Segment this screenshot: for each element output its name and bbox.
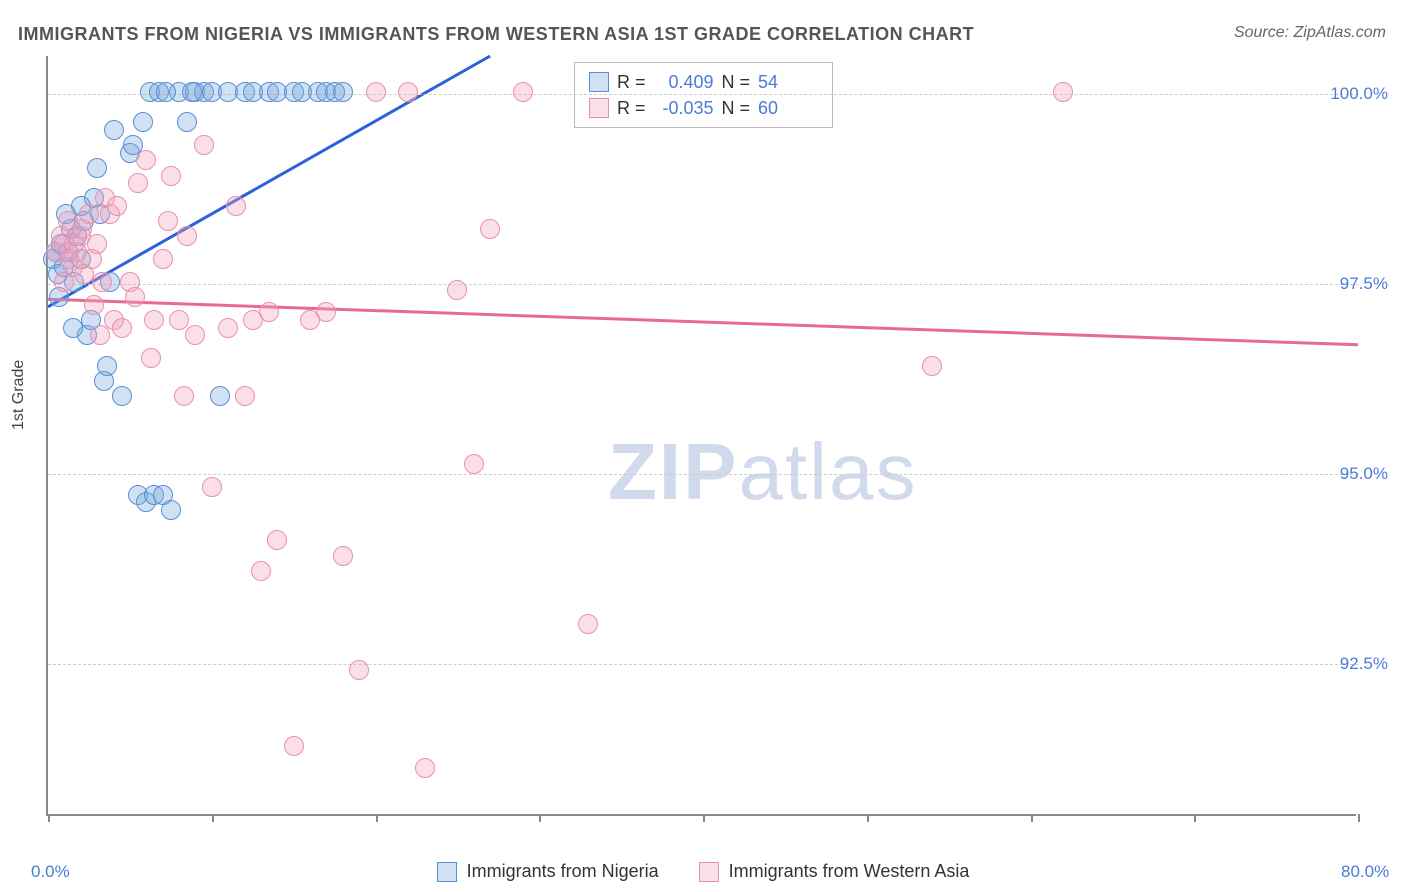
stats-n-label: N = [722, 95, 751, 121]
stats-r-value: -0.035 [654, 95, 714, 121]
y-tick-label: 97.5% [1340, 274, 1388, 294]
y-tick-label: 92.5% [1340, 654, 1388, 674]
scatter-point-nigeria [87, 158, 107, 178]
scatter-point-western_asia [447, 280, 467, 300]
x-tick [1194, 814, 1196, 822]
stats-row-nigeria: R = 0.409 N = 54 [589, 69, 818, 95]
stats-n-value: 54 [758, 69, 818, 95]
scatter-point-western_asia [480, 219, 500, 239]
legend-item-western_asia: Immigrants from Western Asia [699, 861, 970, 882]
scatter-point-nigeria [133, 112, 153, 132]
scatter-point-nigeria [97, 356, 117, 376]
scatter-point-western_asia [415, 758, 435, 778]
scatter-point-nigeria [177, 112, 197, 132]
chart-title: IMMIGRANTS FROM NIGERIA VS IMMIGRANTS FR… [18, 24, 974, 45]
y-tick-label: 100.0% [1330, 84, 1388, 104]
scatter-point-western_asia [174, 386, 194, 406]
stats-n-value: 60 [758, 95, 818, 121]
legend-swatch-icon [437, 862, 457, 882]
scatter-point-western_asia [185, 325, 205, 345]
scatter-point-western_asia [226, 196, 246, 216]
watermark-rest: atlas [738, 427, 917, 516]
scatter-point-western_asia [112, 318, 132, 338]
x-tick [867, 814, 869, 822]
scatter-point-nigeria [112, 386, 132, 406]
scatter-point-western_asia [194, 135, 214, 155]
x-tick-label: 80.0% [1341, 862, 1389, 882]
scatter-point-western_asia [267, 530, 287, 550]
x-tick [212, 814, 214, 822]
scatter-point-western_asia [513, 82, 533, 102]
x-tick [539, 814, 541, 822]
scatter-point-nigeria [63, 318, 83, 338]
scatter-point-western_asia [128, 173, 148, 193]
legend-swatch-icon [589, 72, 609, 92]
scatter-point-nigeria [333, 82, 353, 102]
scatter-point-western_asia [153, 249, 173, 269]
scatter-point-western_asia [107, 196, 127, 216]
scatter-point-nigeria [161, 500, 181, 520]
scatter-point-western_asia [141, 348, 161, 368]
x-tick-label: 0.0% [31, 862, 70, 882]
correlation-stats-legend: R = 0.409 N = 54 R = -0.035 N = 60 [574, 62, 833, 128]
x-tick [376, 814, 378, 822]
scatter-point-western_asia [235, 386, 255, 406]
scatter-point-nigeria [210, 386, 230, 406]
gridline [48, 474, 1358, 475]
gridline [48, 664, 1358, 665]
legend-label: Immigrants from Nigeria [467, 861, 659, 882]
y-tick-label: 95.0% [1340, 464, 1388, 484]
scatter-point-western_asia [136, 150, 156, 170]
scatter-point-western_asia [259, 302, 279, 322]
scatter-point-western_asia [922, 356, 942, 376]
series-legend: Immigrants from Nigeria Immigrants from W… [0, 861, 1406, 882]
scatter-point-western_asia [1053, 82, 1073, 102]
scatter-point-nigeria [156, 82, 176, 102]
scatter-point-western_asia [84, 295, 104, 315]
x-tick [1358, 814, 1360, 822]
legend-swatch-icon [589, 98, 609, 118]
scatter-point-western_asia [284, 736, 304, 756]
stats-r-value: 0.409 [654, 69, 714, 95]
scatter-point-western_asia [251, 561, 271, 581]
scatter-point-western_asia [72, 219, 92, 239]
legend-label: Immigrants from Western Asia [729, 861, 970, 882]
scatter-point-western_asia [333, 546, 353, 566]
scatter-point-western_asia [169, 310, 189, 330]
legend-swatch-icon [699, 862, 719, 882]
y-axis-label: 1st Grade [10, 360, 28, 430]
scatter-point-western_asia [161, 166, 181, 186]
watermark: ZIPatlas [608, 426, 917, 518]
stats-r-label: R = [617, 95, 646, 121]
x-tick [1031, 814, 1033, 822]
scatter-point-western_asia [464, 454, 484, 474]
scatter-point-western_asia [349, 660, 369, 680]
scatter-point-western_asia [158, 211, 178, 231]
watermark-bold: ZIP [608, 427, 738, 516]
stats-n-label: N = [722, 69, 751, 95]
x-tick [48, 814, 50, 822]
scatter-point-western_asia [316, 302, 336, 322]
scatter-point-western_asia [202, 477, 222, 497]
chart-plot-area: R = 0.409 N = 54 R = -0.035 N = 60 ZIPatlas [46, 56, 1356, 816]
scatter-point-western_asia [398, 82, 418, 102]
scatter-point-western_asia [578, 614, 598, 634]
source-attribution: Source: ZipAtlas.com [1234, 24, 1386, 42]
scatter-point-western_asia [218, 318, 238, 338]
stats-r-label: R = [617, 69, 646, 95]
legend-item-nigeria: Immigrants from Nigeria [437, 861, 659, 882]
scatter-point-western_asia [82, 249, 102, 269]
x-tick [703, 814, 705, 822]
scatter-point-nigeria [182, 82, 202, 102]
scatter-point-western_asia [125, 287, 145, 307]
scatter-point-western_asia [54, 272, 74, 292]
scatter-point-western_asia [177, 226, 197, 246]
stats-row-western_asia: R = -0.035 N = 60 [589, 95, 818, 121]
gridline [48, 284, 1358, 285]
scatter-point-nigeria [104, 120, 124, 140]
scatter-point-western_asia [92, 272, 112, 292]
scatter-point-western_asia [366, 82, 386, 102]
scatter-point-western_asia [144, 310, 164, 330]
